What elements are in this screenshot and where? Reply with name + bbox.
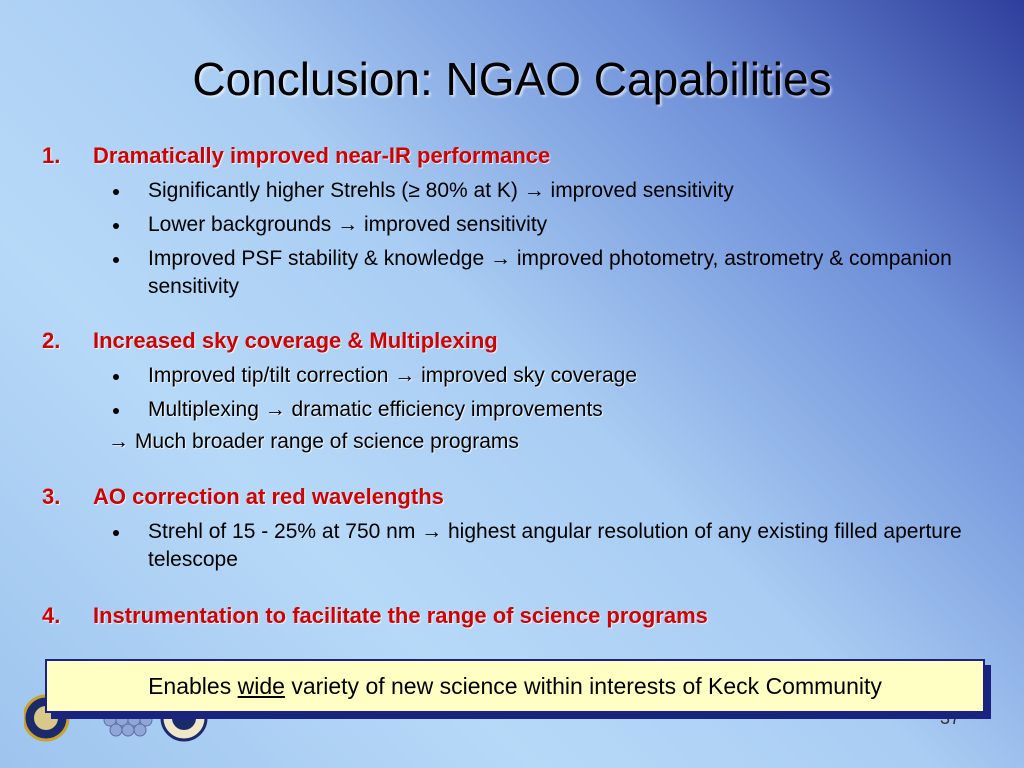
heading-text: Instrumentation to facilitate the range … — [93, 603, 708, 628]
section-number: 2. — [42, 328, 61, 353]
section-heading: 2. Increased sky coverage & Multiplexing — [42, 328, 1002, 358]
bullet-list: Significantly higher Strehls (≥ 80% at K… — [42, 177, 1002, 301]
section-number: 1. — [42, 143, 61, 168]
bullet: Significantly higher Strehls (≥ 80% at K… — [42, 177, 978, 205]
callout-emphasis: wide — [237, 673, 285, 699]
bullet: Improved PSF stability & knowledge → imp… — [42, 245, 978, 301]
section-number: 3. — [42, 484, 61, 509]
heading-text: Increased sky coverage & Multiplexing — [93, 328, 498, 353]
section: 4. Instrumentation to facilitate the ran… — [42, 603, 1002, 633]
note: → Much broader range of science programs — [108, 430, 519, 453]
bullet-list: Improved tip/tilt correction → improved … — [42, 362, 1002, 424]
bullet: Multiplexing → dramatic efficiency impro… — [42, 396, 978, 424]
section-number: 4. — [42, 603, 61, 628]
section: 2. Increased sky coverage & Multiplexing… — [42, 328, 1002, 454]
bullet-list: Strehl of 15 - 25% at 750 nm → highest a… — [42, 518, 1002, 574]
bullet: Lower backgrounds → improved sensitivity — [42, 211, 978, 239]
section: 3. AO correction at red wavelengths Stre… — [42, 484, 1002, 580]
bullet: Strehl of 15 - 25% at 750 nm → highest a… — [42, 518, 978, 574]
section-heading: 3. AO correction at red wavelengths — [42, 484, 1002, 514]
callout-box: Enables wide variety of new science with… — [45, 659, 985, 713]
callout-text: Enables — [148, 673, 232, 699]
heading-text: Dramatically improved near-IR performanc… — [93, 143, 551, 168]
section: 1. Dramatically improved near-IR perform… — [42, 143, 1002, 307]
section-heading: 4. Instrumentation to facilitate the ran… — [42, 603, 1002, 633]
callout-text: variety of new science within interests … — [291, 673, 882, 699]
bullet: Improved tip/tilt correction → improved … — [42, 362, 978, 390]
heading-text: AO correction at red wavelengths — [93, 484, 444, 509]
page-number: 37 — [940, 708, 961, 728]
section-heading: 1. Dramatically improved near-IR perform… — [42, 143, 1002, 173]
slide-title: Conclusion: NGAO Capabilities — [192, 53, 832, 105]
